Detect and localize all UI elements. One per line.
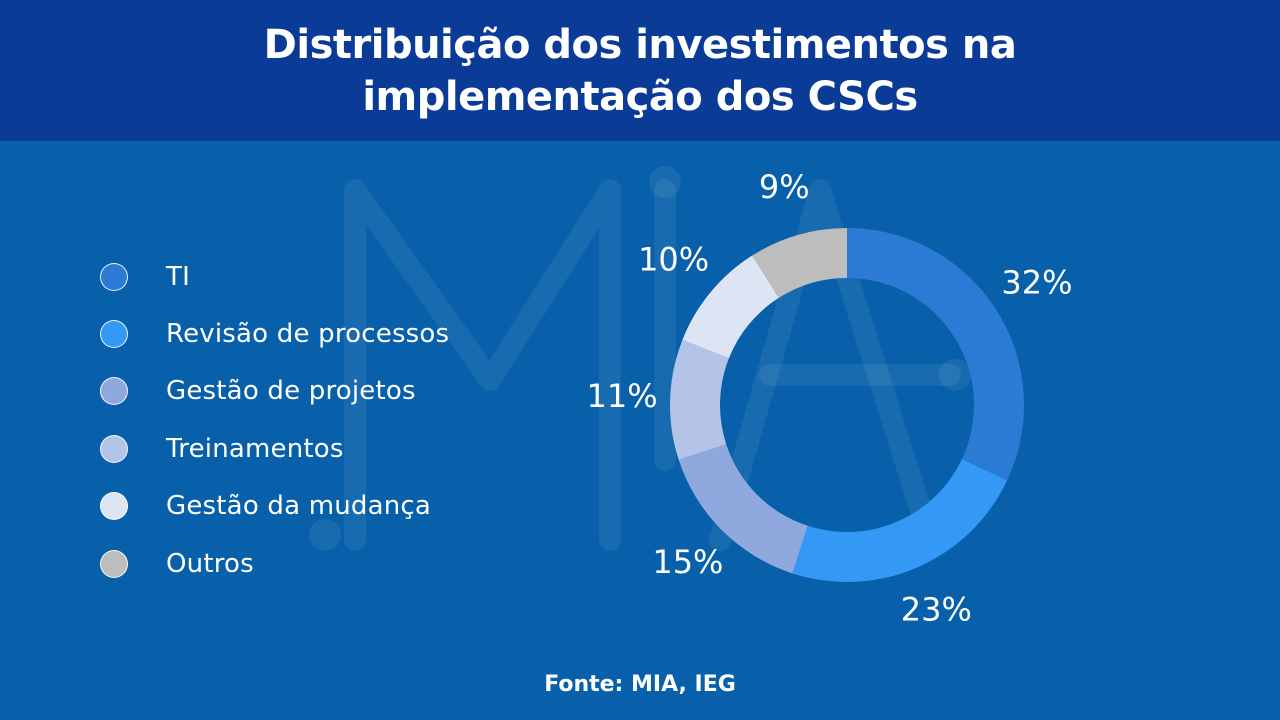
- slice-value-label: 15%: [652, 543, 723, 581]
- donut-slice: [752, 228, 847, 298]
- legend-item: Gestão de projetos: [100, 363, 540, 420]
- legend-item: Gestão da mudança: [100, 478, 540, 535]
- slice-value-label: 32%: [1001, 263, 1072, 301]
- mia-watermark-logo: [309, 166, 971, 551]
- legend-item: TI: [100, 248, 540, 305]
- slice-value-label: 9%: [759, 168, 810, 206]
- legend-item: Treinamentos: [100, 420, 540, 477]
- legend-swatch: [100, 320, 128, 349]
- legend-label: Gestão de projetos: [166, 376, 416, 407]
- legend-swatch: [100, 492, 128, 521]
- legend-swatch: [100, 377, 128, 406]
- source-note: Fonte: MIA, IEG: [544, 672, 736, 697]
- donut-slice: [792, 459, 1008, 582]
- donut-slice: [670, 339, 729, 460]
- donut-slice: [678, 444, 808, 574]
- slice-value-label: 23%: [901, 590, 972, 628]
- legend-label: Outros: [166, 548, 254, 579]
- legend-label: Revisão de processos: [166, 319, 450, 350]
- legend-swatch: [100, 262, 128, 291]
- legend-item: Revisão de processos: [100, 305, 540, 362]
- legend-item: Outros: [100, 535, 540, 592]
- legend-swatch: [100, 549, 128, 578]
- legend-swatch: [100, 434, 128, 463]
- legend: TI Revisão de processos Gestão de projetos…: [100, 248, 540, 592]
- header-bar: Distribuição dos investimentos na implem…: [0, 0, 1280, 141]
- legend-label: Treinamentos: [166, 433, 344, 464]
- legend-label: TI: [166, 261, 190, 292]
- slice-value-label: 11%: [587, 377, 658, 415]
- donut-chart: 32% 23% 15% 11% 10% 9%: [587, 168, 1073, 629]
- chart-title: Distribuição dos investimentos na implem…: [263, 21, 1017, 120]
- donut-slice: [847, 228, 1024, 481]
- slice-value-label: 10%: [638, 241, 709, 279]
- donut-slice: [682, 255, 779, 359]
- legend-label: Gestão da mudança: [166, 491, 432, 522]
